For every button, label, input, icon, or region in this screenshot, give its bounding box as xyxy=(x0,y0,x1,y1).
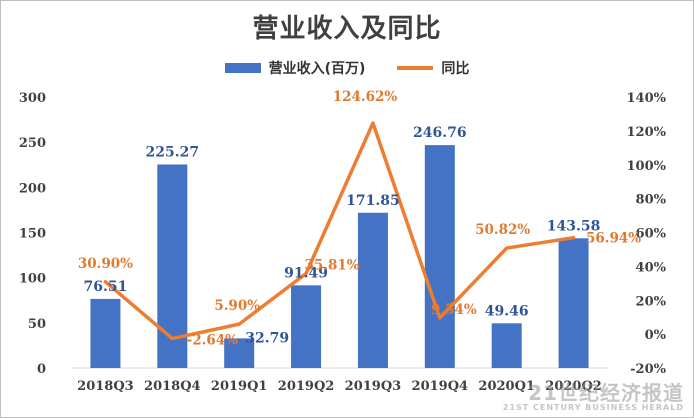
y-right-tick-label: 40% xyxy=(636,260,667,275)
bar-value-label: 143.58 xyxy=(547,218,601,234)
legend-swatch-bar xyxy=(224,63,261,73)
watermark-sub: 21ST CENTURY BUSINESS HERALD xyxy=(502,403,684,412)
y-right-tick-label: -20% xyxy=(630,362,666,377)
line-value-label: 30.90% xyxy=(78,256,133,272)
line-series xyxy=(103,121,576,341)
bar-value-label: 171.85 xyxy=(346,193,400,209)
x-tick-label: 2020Q2 xyxy=(545,379,602,394)
line-value-label: 35.81% xyxy=(305,257,360,273)
y-right-tick-label: 120% xyxy=(627,125,667,140)
y-left-tick-label: 200 xyxy=(19,181,46,196)
y-right-tick-label: 80% xyxy=(636,193,667,208)
x-tick-label: 2018Q3 xyxy=(77,379,134,394)
watermark-main: 21世纪经济报道 xyxy=(528,381,684,405)
x-tick-label: 2020Q1 xyxy=(478,379,535,394)
bar xyxy=(291,285,322,368)
y-left-tick-label: 0 xyxy=(37,362,46,377)
bar xyxy=(90,298,121,368)
bar xyxy=(424,145,455,368)
y-right-tick-label: 140% xyxy=(627,91,667,106)
legend-label-revenue: 营业收入(百万) xyxy=(268,61,366,77)
bar-value-label: 225.27 xyxy=(146,145,200,161)
y-left-tick-label: 300 xyxy=(19,91,46,106)
x-tick-label: 2018Q4 xyxy=(144,379,201,394)
x-tick-label: 2019Q3 xyxy=(345,379,402,394)
x-tick-label: 2019Q1 xyxy=(211,379,268,394)
bar-value-label: 91.49 xyxy=(284,265,328,281)
line-value-label: 56.94% xyxy=(586,231,641,247)
line-value-label: 9.54% xyxy=(431,302,477,318)
y-right-tick-label: 0% xyxy=(645,328,667,343)
bar-value-label: 32.79 xyxy=(245,330,289,346)
x-tick-label: 2019Q4 xyxy=(412,379,469,394)
legend-label-yoy: 同比 xyxy=(441,61,470,77)
bar xyxy=(357,212,388,368)
bar-value-label: 49.46 xyxy=(485,303,529,319)
y-right-tick-label: 20% xyxy=(636,294,667,309)
y-left-tick-label: 50 xyxy=(28,317,46,332)
y-left-tick-label: 100 xyxy=(19,272,46,287)
legend-item-yoy: 同比 xyxy=(397,58,469,78)
y-right-tick-label: 100% xyxy=(627,159,667,174)
bar-value-label: 76.51 xyxy=(84,279,128,295)
y-left-tick-label: 150 xyxy=(19,227,46,242)
bar xyxy=(224,338,255,368)
bar xyxy=(491,323,522,368)
line-value-label: -2.64% xyxy=(187,333,238,349)
legend-swatch-line xyxy=(397,66,434,70)
legend-item-revenue: 营业收入(百万) xyxy=(224,58,366,78)
x-tick-label: 2019Q2 xyxy=(278,379,335,394)
y-right-tick-label: 60% xyxy=(636,227,667,242)
bar xyxy=(558,238,589,368)
line-value-label: 124.62% xyxy=(333,89,398,105)
bar xyxy=(157,164,188,368)
chart-title: 营业收入及同比 xyxy=(252,14,442,44)
watermark: 21世纪经济报道 21ST CENTURY BUSINESS HERALD xyxy=(503,383,684,412)
line-value-label: 5.90% xyxy=(214,298,260,314)
chart-legend: 营业收入(百万) 同比 xyxy=(0,58,694,78)
y-left-tick-label: 250 xyxy=(19,136,46,151)
bar-value-label: 246.76 xyxy=(413,125,467,141)
line-value-label: 50.82% xyxy=(475,222,530,238)
